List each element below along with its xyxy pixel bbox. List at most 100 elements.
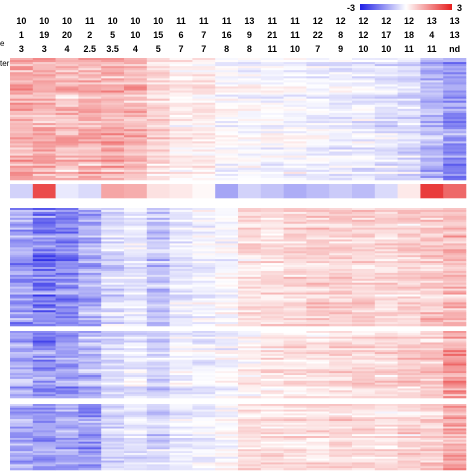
heatmap-cell <box>101 298 125 301</box>
heatmap-cell <box>420 460 444 463</box>
heatmap-cell <box>420 286 444 289</box>
heatmap-cell <box>169 227 193 230</box>
heatmap-cell <box>329 359 353 362</box>
heatmap-cell <box>146 439 170 443</box>
heatmap-cell <box>443 84 467 87</box>
heatmap-cell <box>306 64 330 67</box>
heatmap-cell <box>124 396 148 399</box>
heatmap-cell <box>78 419 102 422</box>
heatmap-cell <box>10 94 34 97</box>
heatmap-cell <box>238 245 262 248</box>
heatmap-cell <box>374 276 398 280</box>
heatmap-cell <box>374 223 398 226</box>
heatmap-cell <box>397 380 421 383</box>
heatmap-cell <box>146 267 170 270</box>
heatmap-cell <box>420 306 444 309</box>
heatmap-cell <box>215 227 239 230</box>
heatmap-cell <box>78 233 102 236</box>
heatmap-cell <box>306 112 330 116</box>
column-label-row1-col7: 10 <box>153 16 163 26</box>
heatmap-cell <box>260 123 284 126</box>
heatmap-cell <box>238 439 262 443</box>
heatmap-cell <box>306 157 330 160</box>
heatmap-cell <box>10 344 34 347</box>
heatmap-cell <box>169 102 193 106</box>
heatmap-cell <box>443 66 467 69</box>
heatmap-cell <box>32 133 56 136</box>
heatmap-cell <box>238 376 262 380</box>
heatmap-cell <box>306 251 330 254</box>
heatmap-cell <box>283 380 307 383</box>
heatmap-cell <box>238 284 262 287</box>
heatmap-cell <box>78 288 102 291</box>
heatmap-cell <box>329 426 353 429</box>
heatmap-cell <box>374 365 398 368</box>
heatmap-cell <box>169 322 193 325</box>
heatmap-cell <box>55 265 79 268</box>
heatmap-cell <box>238 405 262 409</box>
heatmap-cell <box>101 243 125 246</box>
heatmap-cell <box>101 458 125 461</box>
column-label-row2-col12: 21 <box>267 30 277 40</box>
heatmap-cell <box>101 125 125 128</box>
heatmap-cell <box>32 259 56 262</box>
heatmap-cell <box>397 58 421 61</box>
heatmap-cell <box>238 434 262 437</box>
heatmap-cell <box>352 306 376 309</box>
heatmap-cell <box>32 422 56 426</box>
heatmap-cell <box>192 310 216 313</box>
heatmap-cell <box>397 241 421 244</box>
heatmap-cell <box>215 155 239 158</box>
heatmap-cell <box>169 340 193 343</box>
heatmap-cell <box>192 143 216 146</box>
heatmap-cell <box>329 108 353 112</box>
heatmap-cell <box>374 352 398 355</box>
heatmap-cell <box>101 409 125 412</box>
heatmap-cell <box>329 253 353 256</box>
heatmap-cell <box>101 308 125 311</box>
heatmap-cell <box>32 464 56 467</box>
heatmap-cell <box>260 386 284 389</box>
heatmap-cell <box>10 157 34 160</box>
heatmap-cell <box>238 324 262 327</box>
heatmap-cell <box>10 60 34 63</box>
heatmap-cell <box>215 184 239 199</box>
heatmap-cell <box>443 310 467 313</box>
heatmap-cell <box>169 272 193 276</box>
heatmap-cell <box>101 251 125 254</box>
heatmap-cell <box>146 70 170 73</box>
heatmap-cell <box>329 454 353 458</box>
heatmap-cell <box>283 153 307 156</box>
heatmap-cell <box>306 378 330 382</box>
heatmap-cell <box>260 411 284 414</box>
heatmap-cell <box>146 175 170 179</box>
heatmap-cell <box>260 177 284 181</box>
heatmap-cell <box>215 290 239 293</box>
column-label-row3-col12: 11 <box>267 44 277 54</box>
heatmap-cell <box>101 173 125 177</box>
heatmap-cell <box>215 353 239 357</box>
heatmap-cell <box>215 415 239 418</box>
heatmap-cell <box>374 359 398 362</box>
heatmap-cell <box>260 314 284 317</box>
heatmap-cell <box>329 332 353 336</box>
heatmap-cell <box>78 245 102 248</box>
heatmap-cell <box>420 420 444 424</box>
heatmap-cell <box>192 352 216 355</box>
heatmap-cell <box>352 338 376 341</box>
heatmap-cell <box>374 165 398 169</box>
heatmap-cell <box>146 384 170 387</box>
heatmap-cell <box>215 424 239 427</box>
heatmap-cell <box>306 135 330 138</box>
heatmap-cell <box>169 468 193 471</box>
heatmap-cell <box>329 223 353 226</box>
heatmap-cell <box>329 355 353 359</box>
heatmap-cell <box>352 276 376 280</box>
heatmap-cell <box>260 98 284 101</box>
heatmap-cell <box>283 386 307 389</box>
heatmap-cell <box>443 430 467 433</box>
heatmap-cell <box>215 454 239 458</box>
heatmap-cell <box>374 288 398 291</box>
heatmap-cell <box>306 267 330 270</box>
heatmap-cell <box>78 286 102 289</box>
